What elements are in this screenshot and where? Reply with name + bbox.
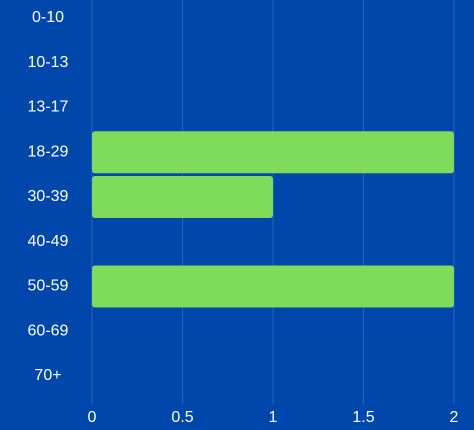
x-axis-labels: 0 0.5 1 1.5 2 [88,409,459,426]
y-axis-labels: 0-10 10-13 13-17 18-29 30-39 40-49 50-59 60-69 7… [28,9,69,384]
x-tick-label: 1 [269,409,278,426]
y-tick-label: 0-10 [32,9,64,26]
y-tick-label: 60-69 [28,322,69,339]
y-tick-label: 18-29 [28,143,69,160]
bar-30-39 [92,176,273,218]
x-tick-label: 2 [450,409,459,426]
x-tick-label: 0.5 [171,409,193,426]
y-tick-label: 70+ [34,367,61,384]
x-tick-label: 1.5 [352,409,374,426]
y-tick-label: 40-49 [28,233,69,250]
y-tick-label: 13-17 [28,99,69,116]
y-tick-label: 50-59 [28,278,69,295]
bar-50-59 [92,265,454,308]
y-tick-label: 10-13 [28,54,69,71]
bar-18-29 [92,131,454,174]
bars [92,131,454,308]
x-tick-label: 0 [88,409,97,426]
y-tick-label: 30-39 [28,188,69,205]
